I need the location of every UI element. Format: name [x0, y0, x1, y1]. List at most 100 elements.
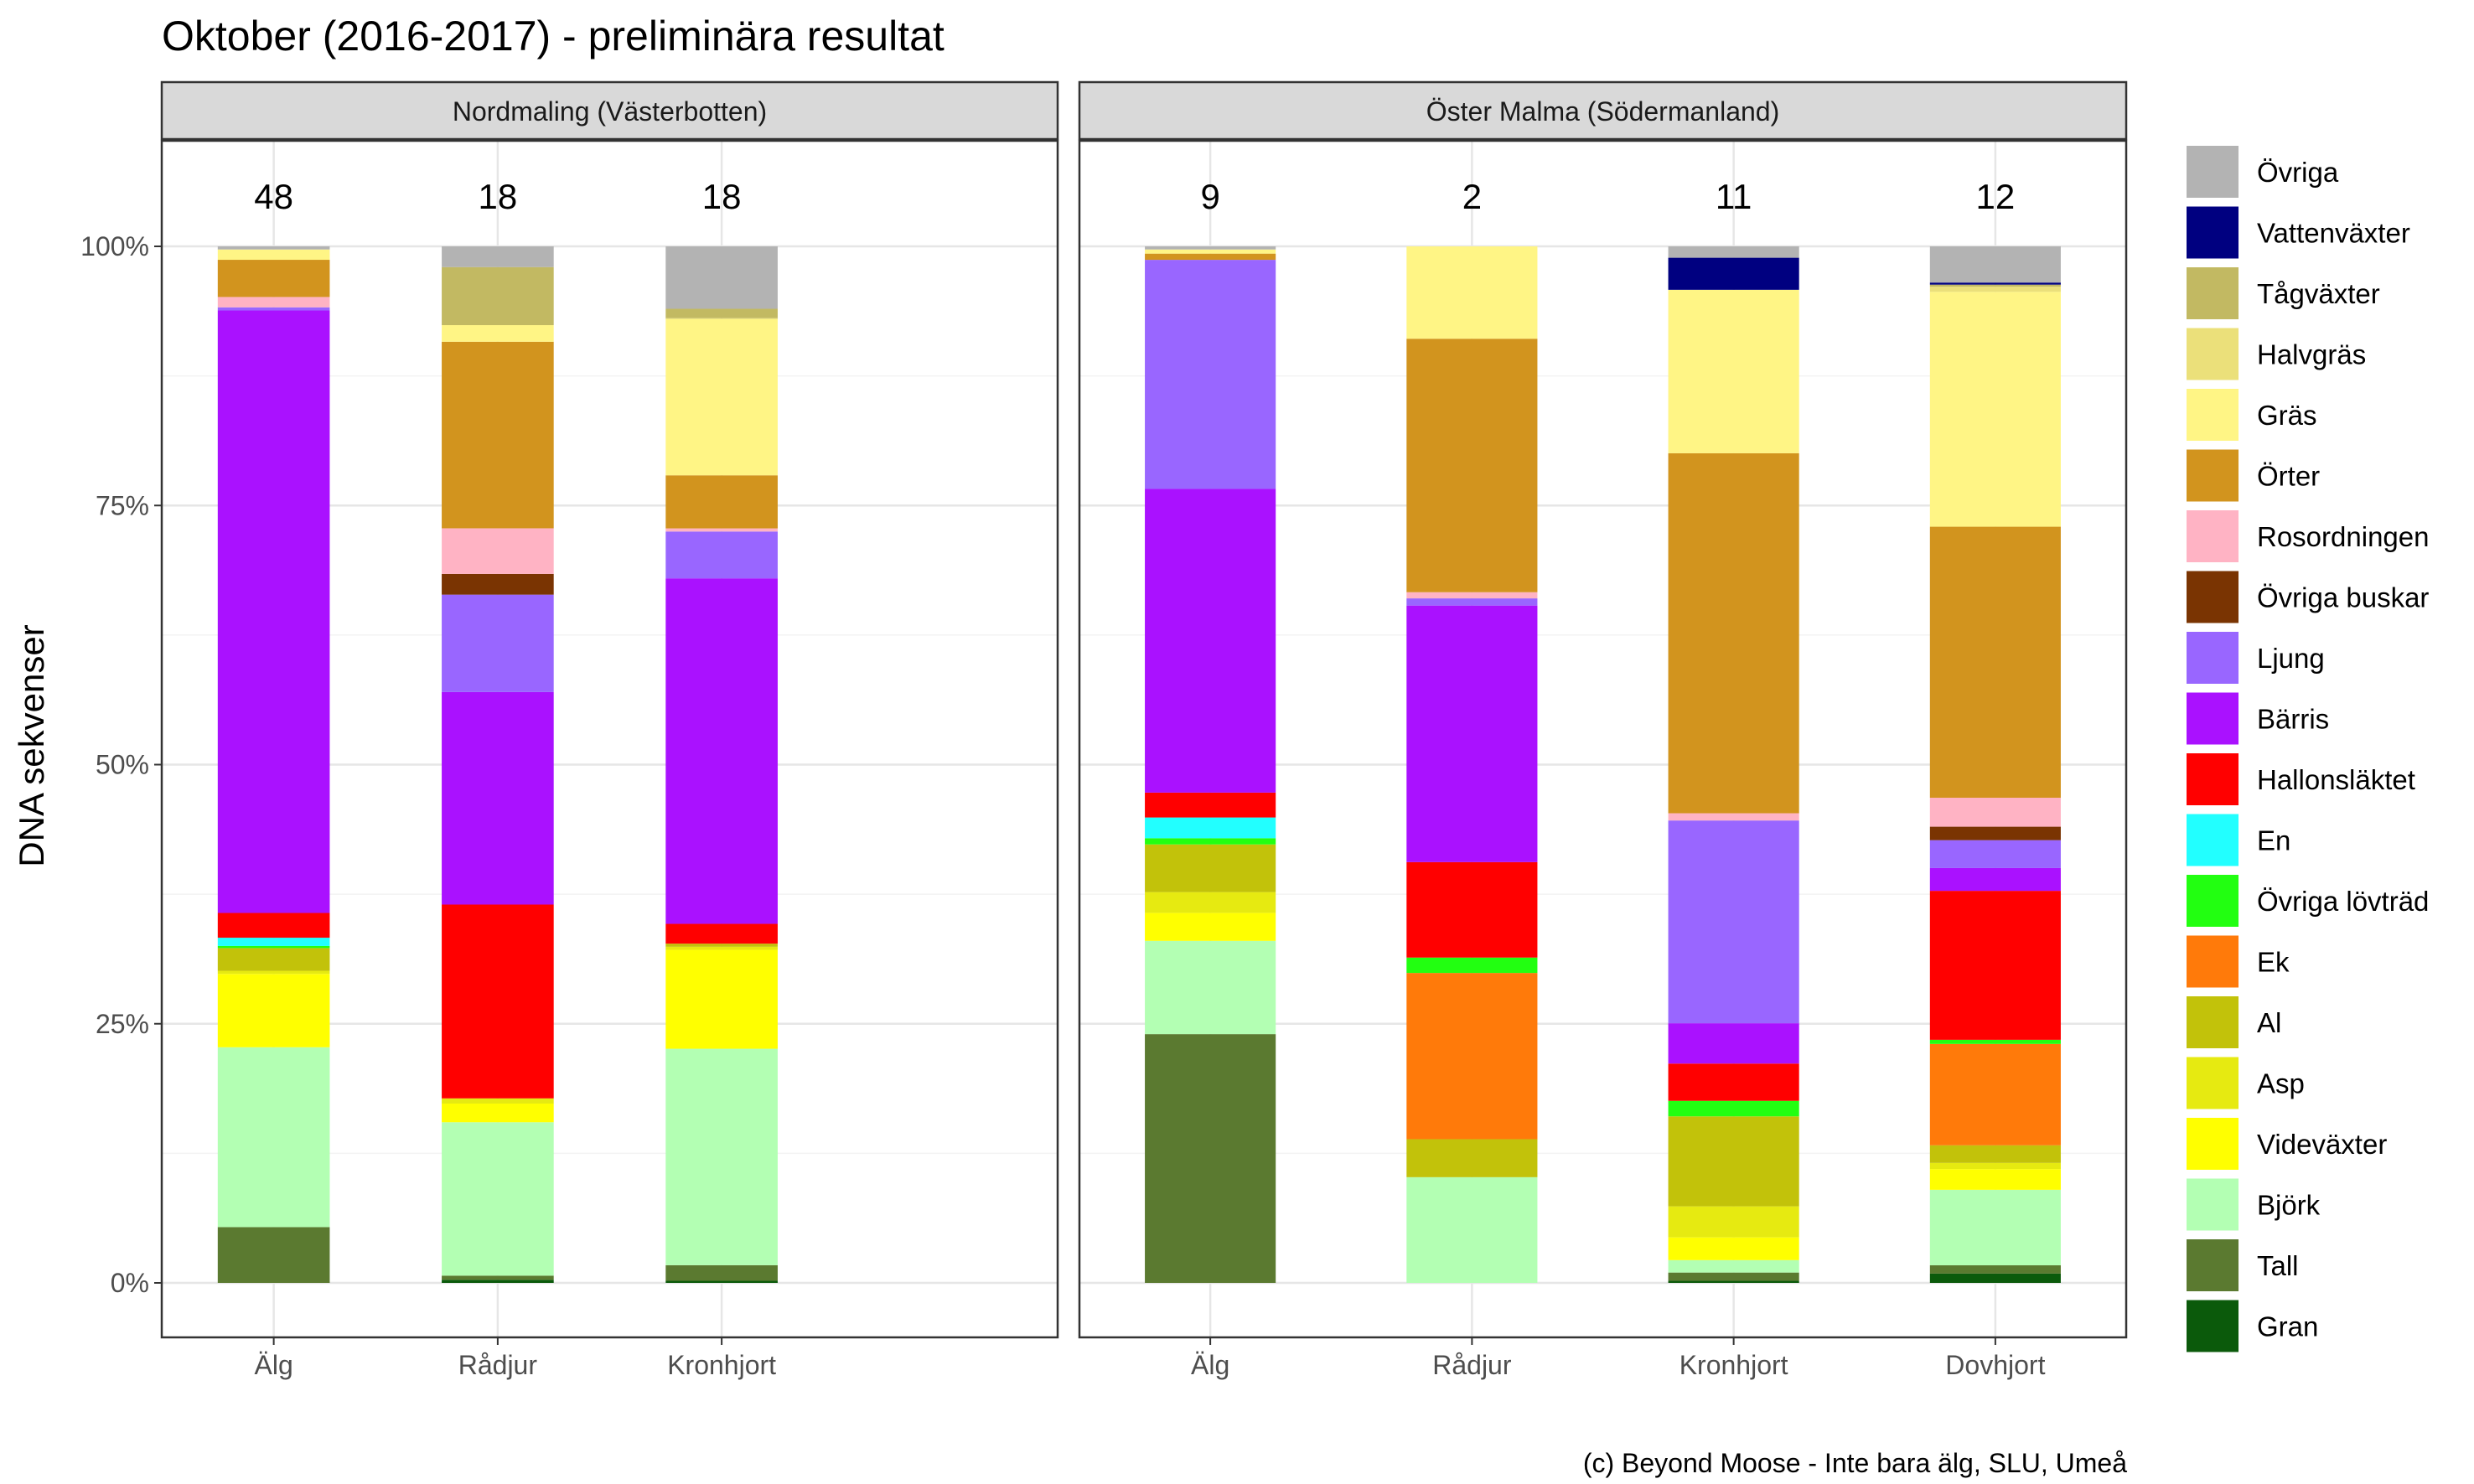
count-label: 48: [254, 177, 293, 216]
legend-item-vattenvaxter: Vattenväxter: [2187, 206, 2410, 259]
legend-key: [2187, 1118, 2239, 1170]
legend-key: [2187, 935, 2239, 988]
count-label: 18: [702, 177, 742, 216]
bar-alg: [1145, 246, 1276, 1283]
bar-segment-asp: [665, 946, 778, 950]
bar-segment-tall: [1145, 1034, 1276, 1283]
bar-segment-ljung: [1668, 820, 1799, 1024]
bar-dovhjort: [1929, 246, 2061, 1283]
bar-segment-orter: [665, 475, 778, 529]
bar-segment-tall: [217, 1227, 330, 1283]
bar-segment-hallonslaktet: [1145, 792, 1276, 818]
bar-segment-tall: [1668, 1272, 1799, 1281]
x-tick-label: Kronhjort: [667, 1350, 776, 1380]
legend-key: [2187, 571, 2239, 623]
facet-strip: [1078, 80, 2128, 141]
bar-segment-rosordningen: [1668, 813, 1799, 821]
bar-segment-tall: [442, 1275, 554, 1280]
bar-segment-barris: [1406, 605, 1538, 862]
bar-segment-ek: [1406, 973, 1538, 1140]
legend-item-halvgras: Halvgräs: [2187, 328, 2366, 380]
bar-segment-ljung: [217, 307, 330, 311]
bar-segment-asp: [1145, 892, 1276, 913]
bar-segment-bjork: [1406, 1176, 1538, 1283]
bar-segment-tagvaxter: [665, 308, 778, 318]
bar-segment-ljung: [1145, 260, 1276, 489]
bar-segment-hallonslaktet: [442, 904, 554, 1099]
bar-segment-ovriga: [1668, 246, 1799, 258]
y-axis: 0% 25% 50% 75% 100%: [80, 231, 162, 1298]
legend-label: Gran: [2257, 1311, 2318, 1342]
legend-item-ljung: Ljung: [2187, 632, 2325, 684]
bar-segment-al: [1145, 844, 1276, 892]
legend-item-videvaxter: Videväxter: [2187, 1118, 2387, 1170]
bar-segment-hallonslaktet: [1406, 861, 1538, 958]
legend-label: Tall: [2257, 1250, 2299, 1281]
bar-segment-al: [1929, 1145, 2061, 1163]
legend-label: En: [2257, 825, 2290, 856]
bar-segment-ovriga: [217, 246, 330, 250]
bar-segment-asp: [1668, 1206, 1799, 1238]
bar-segment-tall: [1929, 1265, 2061, 1274]
legend-label: Rosordningen: [2257, 521, 2429, 552]
bar-segment-barris: [217, 310, 330, 913]
legend-item-tagvaxter: Tågväxter: [2187, 267, 2380, 319]
legend-label: Tågväxter: [2257, 278, 2380, 309]
legend-item-gras: Gräs: [2187, 389, 2317, 441]
bar-segment-orter: [442, 341, 554, 529]
legend-key: [2187, 389, 2239, 441]
bar-segment-halvgras: [665, 318, 778, 319]
y-tick-label: 0%: [111, 1268, 149, 1298]
bar-segment-ovriga-lovtrad: [1406, 957, 1538, 974]
legend-label: Björk: [2257, 1190, 2321, 1221]
x-tick-label: Rådjur: [1432, 1350, 1512, 1380]
count-label: 18: [479, 177, 518, 216]
legend-label: Vattenväxter: [2257, 218, 2410, 249]
bar-segment-orter: [1145, 253, 1276, 261]
y-tick-label: 50%: [96, 750, 149, 780]
bar-segment-videvaxter: [1668, 1237, 1799, 1260]
bar-segment-ljung: [665, 531, 778, 579]
y-tick-label: 25%: [96, 1009, 149, 1039]
legend-label: Hallonsläktet: [2257, 764, 2415, 795]
bar-segment-ek: [1929, 1043, 2061, 1145]
legend-label: Ljung: [2257, 643, 2325, 674]
x-tick-label: Älg: [255, 1350, 293, 1380]
legend-item-ek: Ek: [2187, 935, 2290, 988]
legend-item-asp: Asp: [2187, 1057, 2305, 1109]
legend-label: Al: [2257, 1007, 2281, 1038]
bar-segment-orter: [217, 260, 330, 297]
bar-segment-gras: [442, 325, 554, 342]
count-label: 2: [1462, 177, 1482, 216]
bar-segment-ovriga: [665, 246, 778, 309]
bar-segment-gran: [1929, 1273, 2061, 1283]
legend-item-bjork: Björk: [2187, 1178, 2321, 1231]
legend-item-tall: Tall: [2187, 1239, 2299, 1291]
bar-segment-bjork: [217, 1047, 330, 1228]
bar-segment-bjork: [1145, 940, 1276, 1035]
bar-segment-al: [1406, 1139, 1538, 1177]
bar-segment-vattenvaxter: [1668, 257, 1799, 290]
legend-label: Övriga buskar: [2257, 582, 2429, 613]
bar-segment-asp: [217, 970, 330, 975]
bar-segment-ljung: [442, 594, 554, 692]
legend-key: [2187, 146, 2239, 198]
legend-item-orter: Örter: [2187, 449, 2320, 502]
bar-segment-ljung: [1406, 598, 1538, 606]
bar-segment-ovriga-lovtrad: [1145, 838, 1276, 845]
legend-key: [2187, 267, 2239, 319]
legend-item-gran: Gran: [2187, 1300, 2318, 1352]
bar-radjur: [442, 246, 554, 1283]
bar-segment-gran: [665, 1280, 778, 1283]
bar-segment-bjork: [665, 1048, 778, 1265]
bar-segment-videvaxter: [217, 974, 330, 1047]
bar-segment-gran: [442, 1280, 554, 1283]
legend-key: [2187, 632, 2239, 684]
legend-key: [2187, 875, 2239, 927]
bar-segment-rosordningen: [1406, 592, 1538, 599]
bar-segment-barris: [1929, 867, 2061, 892]
facet-strip-label: Öster Malma (Södermanland): [1426, 96, 1779, 127]
legend-item-al: Al: [2187, 996, 2281, 1048]
legend-label: Övriga lövträd: [2257, 886, 2429, 917]
